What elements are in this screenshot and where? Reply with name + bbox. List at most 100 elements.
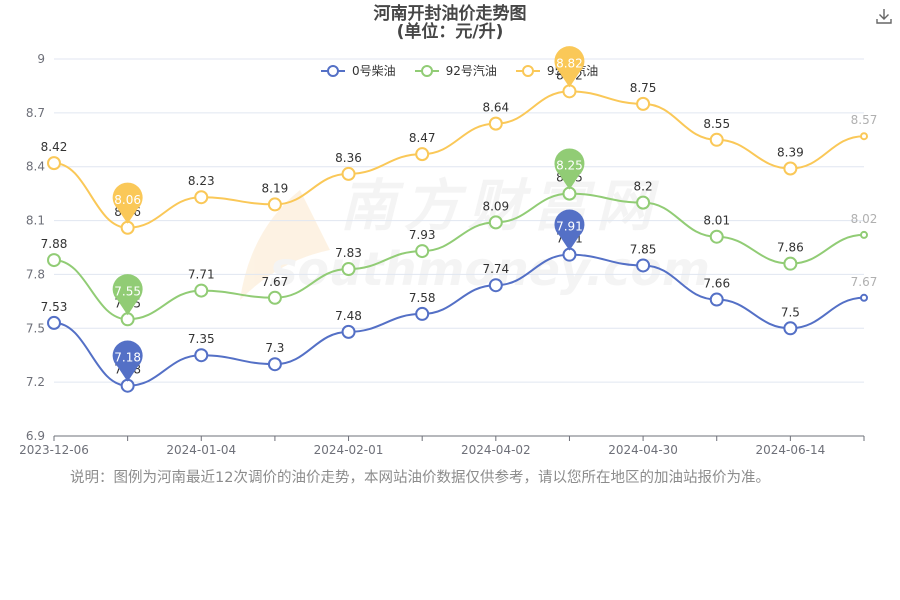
data-label: 8.47 xyxy=(409,131,436,145)
data-point xyxy=(194,283,209,298)
legend-item[interactable]: 92号汽油 xyxy=(414,62,497,79)
marker-pin xyxy=(554,148,585,190)
data-point xyxy=(267,290,282,305)
data-label: 7.53 xyxy=(41,300,68,314)
disclaimer-note: 说明：图例为河南最近12次调价的油价走势，本网站油价数据仅供参考，请以您所在地区… xyxy=(70,470,770,486)
download-icon[interactable] xyxy=(874,6,894,26)
data-point xyxy=(47,253,61,268)
series-line xyxy=(53,253,865,387)
data-label: 8.09 xyxy=(482,199,509,213)
marker-label: 8.06 xyxy=(114,193,141,207)
data-point xyxy=(709,292,724,307)
marker-pin xyxy=(112,274,143,316)
series-1: 7.88 7.55 7.71 7.67 7.83 7.93 8.09 8.25 8.2 8.01 7… xyxy=(41,148,878,327)
y-tick-label: 7.8 xyxy=(26,267,45,281)
data-point xyxy=(415,244,430,259)
legend-label: 92号汽油 xyxy=(445,64,497,78)
data-label: 7.66 xyxy=(703,277,730,291)
data-label: 7.85 xyxy=(630,242,657,256)
data-label: 7.3 xyxy=(265,341,284,355)
data-point xyxy=(415,147,430,162)
max-marker: 7.91 xyxy=(554,209,585,251)
x-tick-label: 2023-12-06 xyxy=(19,443,89,457)
data-point xyxy=(267,197,282,212)
y-tick-label: 7.2 xyxy=(26,375,45,389)
data-label: 8.64 xyxy=(482,101,509,115)
data-label: 8.55 xyxy=(703,117,730,131)
data-point xyxy=(636,195,651,210)
data-label: 8.36 xyxy=(335,151,362,165)
data-label: 7.74 xyxy=(482,262,509,276)
data-label: 8.02 xyxy=(851,212,878,226)
data-label: 7.93 xyxy=(409,228,436,242)
y-tick-label: 8.1 xyxy=(26,214,45,228)
x-tick-label: 2024-06-14 xyxy=(755,443,825,457)
data-point xyxy=(709,132,724,147)
data-point xyxy=(267,357,282,372)
x-tick-label: 2024-04-30 xyxy=(608,443,678,457)
data-label: 7.5 xyxy=(781,305,800,319)
legend-swatch-icon xyxy=(414,64,439,77)
data-point xyxy=(194,348,209,363)
data-point xyxy=(860,230,868,239)
data-label: 8.57 xyxy=(851,113,878,127)
data-label: 8.75 xyxy=(630,81,657,95)
data-label: 7.67 xyxy=(262,275,289,289)
data-point xyxy=(860,132,868,141)
data-point xyxy=(709,229,724,244)
series-2: 8.42 8.06 8.23 8.19 8.36 8.47 8.64 8.82 8.75 8.55… xyxy=(41,46,878,235)
data-point xyxy=(783,161,798,176)
min-marker: 8.06 xyxy=(112,182,143,224)
marker-pin xyxy=(554,46,585,88)
data-point xyxy=(415,306,430,321)
data-point xyxy=(636,258,651,273)
series-line xyxy=(53,90,865,229)
data-label: 8.2 xyxy=(634,180,653,194)
max-marker: 8.82 xyxy=(554,46,585,88)
y-tick-label: 8.7 xyxy=(26,106,45,120)
data-point xyxy=(488,215,503,230)
min-marker: 7.55 xyxy=(112,274,143,316)
data-point xyxy=(783,321,798,336)
data-label: 7.88 xyxy=(41,237,68,251)
data-point xyxy=(860,293,868,302)
data-label: 7.67 xyxy=(851,275,878,289)
y-tick-label: 7.5 xyxy=(26,321,45,335)
y-tick-label: 9 xyxy=(37,52,45,66)
legend-swatch-icon xyxy=(515,64,540,77)
max-marker: 8.25 xyxy=(554,148,585,190)
series-line xyxy=(53,192,865,321)
data-point xyxy=(194,190,209,205)
marker-label: 7.55 xyxy=(114,284,141,298)
data-label: 8.42 xyxy=(41,140,68,154)
data-label: 7.83 xyxy=(335,246,362,260)
data-point xyxy=(341,262,356,277)
data-point xyxy=(341,166,356,181)
marker-label: 7.91 xyxy=(556,220,583,234)
watermark-logo xyxy=(240,190,330,300)
data-point xyxy=(47,156,61,171)
legend-swatch-icon xyxy=(321,64,345,77)
data-point xyxy=(783,256,798,271)
data-label: 8.01 xyxy=(703,214,730,228)
chart-subtitle-unit: (单位：元/升) xyxy=(396,22,504,42)
data-point xyxy=(636,96,651,111)
marker-pin xyxy=(112,340,143,382)
data-label: 7.71 xyxy=(188,268,215,282)
legend-item[interactable]: 0号柴油 xyxy=(320,62,396,79)
marker-pin xyxy=(112,182,143,224)
marker-label: 7.18 xyxy=(114,351,141,365)
data-label: 7.86 xyxy=(777,241,804,255)
y-tick-label: 8.4 xyxy=(26,160,45,174)
data-point xyxy=(341,324,356,339)
data-label: 8.39 xyxy=(777,146,804,160)
data-point xyxy=(488,116,503,131)
y-tick-label: 6.9 xyxy=(26,429,45,443)
data-label: 8.23 xyxy=(188,174,215,188)
marker-label: 8.82 xyxy=(556,56,583,70)
marker-label: 8.25 xyxy=(556,159,583,173)
data-label: 7.48 xyxy=(335,309,362,323)
min-marker: 7.18 xyxy=(112,340,143,382)
data-point xyxy=(488,278,503,293)
